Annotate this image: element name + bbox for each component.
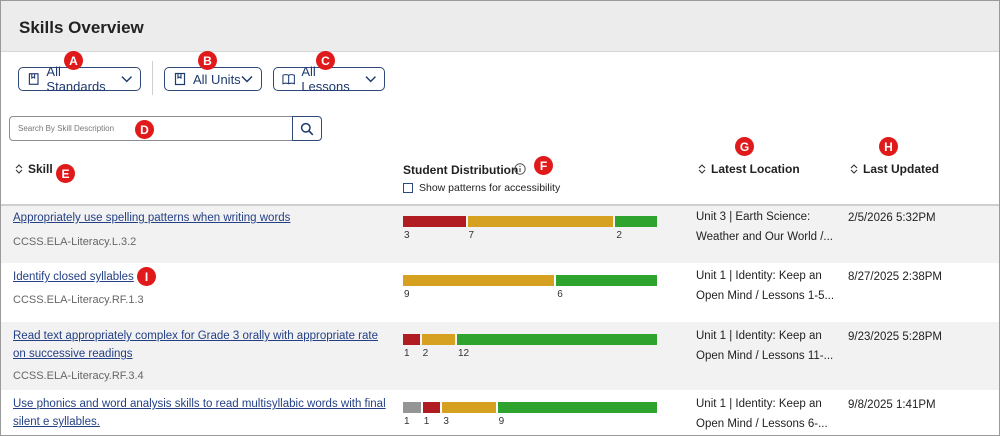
distribution-count: 9: [404, 289, 410, 300]
distribution-count: 3: [404, 230, 410, 241]
distribution-count: 9: [498, 416, 505, 427]
callout-i: I: [137, 267, 156, 286]
chevron-down-icon: [120, 76, 132, 83]
distribution-segment-red: [403, 334, 420, 345]
sort-icon: [850, 164, 858, 174]
distribution-count: 7: [468, 230, 475, 241]
distribution-segment-green: [497, 402, 657, 413]
header-divider: [1, 204, 999, 206]
latest-location: Unit 3 | Earth Science: Weather and Our …: [696, 211, 833, 243]
units-dropdown[interactable]: All Units: [164, 67, 262, 91]
column-header-location[interactable]: Latest Location: [698, 162, 800, 176]
last-updated: 8/27/2025 2:38PM: [848, 271, 942, 283]
column-header-skill[interactable]: Skill: [15, 162, 53, 176]
standard-code: CCSS.ELA-Literacy.RF.3.4: [13, 370, 144, 382]
latest-location: Unit 1 | Identity: Keep an Open Mind / L…: [696, 398, 828, 430]
standard-code: CCSS.ELA-Literacy.L.3.2: [13, 236, 137, 248]
page-title: Skills Overview: [19, 18, 144, 37]
distribution-count: 2: [616, 230, 622, 241]
open-book-icon: [282, 74, 295, 85]
distribution-segment-yellow: [421, 334, 455, 345]
search-button[interactable]: [292, 116, 322, 141]
latest-location: Unit 1 | Identity: Keep an Open Mind / L…: [696, 270, 835, 302]
chevron-down-icon: [365, 76, 376, 83]
distribution-count: 6: [557, 289, 563, 300]
search-icon: [300, 122, 314, 135]
column-header-updated[interactable]: Last Updated: [850, 162, 939, 176]
distribution-segment-yellow: [442, 402, 496, 413]
callout-d: D: [135, 120, 154, 139]
distribution-segment-gray: [403, 402, 421, 413]
column-header-skill-label: Skill: [28, 162, 53, 176]
last-updated: 9/23/2025 5:28PM: [848, 331, 942, 343]
distribution-count: 12: [458, 348, 470, 359]
distribution-bar: 3 7 2: [403, 216, 657, 241]
table-row: Identify closed syllables CCSS.ELA-Liter…: [1, 263, 999, 322]
column-header-location-label: Latest Location: [711, 162, 800, 176]
callout-b: B: [198, 51, 217, 70]
info-icon[interactable]: [514, 163, 526, 175]
table-row: Use phonics and word analysis skills to …: [1, 390, 999, 435]
callout-c: C: [316, 51, 335, 70]
distribution-segment-green: [556, 275, 657, 286]
distribution-bar: 1 2 12: [403, 334, 657, 359]
lessons-dropdown-label: All Lessons: [301, 64, 350, 94]
title-bar: Skills Overview: [1, 1, 999, 52]
skill-link[interactable]: Appropriately use spelling patterns when…: [13, 212, 291, 224]
distribution-count: 1: [404, 348, 410, 359]
sort-icon: [15, 164, 23, 174]
latest-location: Unit 1 | Identity: Keep an Open Mind / L…: [696, 330, 834, 362]
skill-link[interactable]: Read text appropriately complex for Grad…: [13, 330, 378, 360]
distribution-segment-yellow: [467, 216, 614, 227]
accessibility-checkbox[interactable]: [403, 183, 413, 193]
distribution-count: 3: [443, 416, 449, 427]
distribution-bar: 1 1 3 9: [403, 402, 657, 427]
accessibility-checkbox-label: Show patterns for accessibility: [419, 182, 561, 194]
skill-link[interactable]: Use phonics and word analysis skills to …: [13, 398, 386, 428]
standards-dropdown-label: All Standards: [46, 64, 106, 94]
callout-h: H: [879, 137, 898, 156]
table-row: Appropriately use spelling patterns when…: [1, 206, 999, 263]
table-row: Read text appropriately complex for Grad…: [1, 322, 999, 390]
distribution-count: 1: [423, 416, 430, 427]
standard-code: CCSS.ELA-Literacy.RF.1.3: [13, 294, 144, 306]
standards-dropdown[interactable]: All Standards: [18, 64, 141, 94]
column-header-distribution: Student Distribution: [403, 163, 518, 177]
distribution-segment-green: [615, 216, 657, 227]
chevron-down-icon: [241, 75, 253, 83]
distribution-count: 1: [404, 416, 410, 427]
callout-g: G: [735, 137, 754, 156]
distribution-segment-yellow: [403, 275, 555, 286]
units-dropdown-label: All Units: [193, 71, 241, 87]
column-header-distribution-label: Student Distribution: [403, 163, 519, 177]
bookmark-book-icon: [28, 73, 39, 85]
distribution-segment-green: [457, 334, 657, 345]
distribution-count: 2: [422, 348, 429, 359]
distribution-segment-red: [422, 402, 441, 413]
lessons-dropdown[interactable]: All Lessons: [273, 64, 385, 94]
last-updated: 9/8/2025 1:41PM: [848, 399, 936, 411]
sort-icon: [698, 164, 706, 174]
callout-a: A: [64, 51, 83, 70]
skill-link[interactable]: Identify closed syllables: [13, 271, 134, 283]
callout-e: E: [56, 164, 75, 183]
column-header-updated-label: Last Updated: [863, 162, 940, 176]
distribution-segment-red: [403, 216, 466, 227]
last-updated: 2/5/2026 5:32PM: [848, 212, 936, 224]
callout-f: F: [534, 156, 553, 175]
filter-divider: [152, 61, 153, 95]
bookmark-book-icon: [174, 72, 186, 86]
